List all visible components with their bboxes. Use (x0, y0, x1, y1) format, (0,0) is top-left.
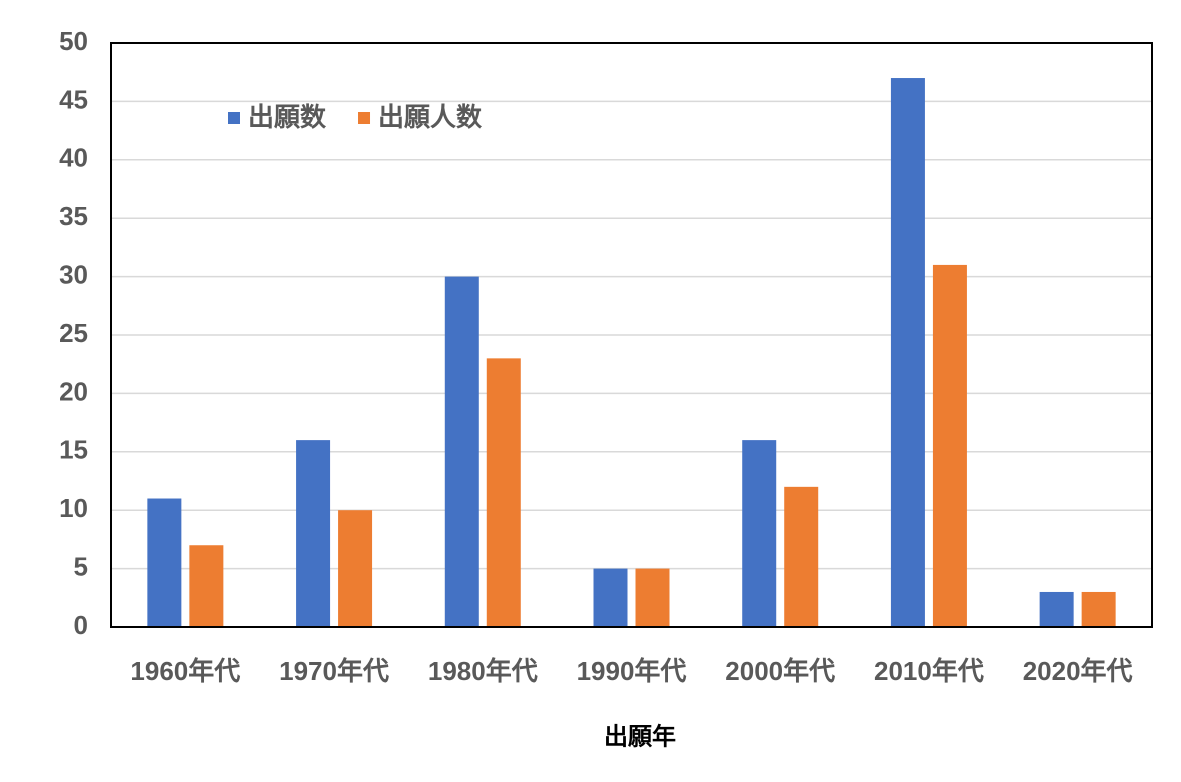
y-tick-label: 40 (59, 143, 88, 173)
y-tick-label: 15 (59, 435, 88, 465)
x-tick-label: 1990年代 (577, 656, 687, 686)
y-tick-label: 25 (59, 318, 88, 348)
x-tick-label: 2010年代 (874, 656, 984, 686)
bar (593, 568, 628, 627)
y-tick-label: 0 (74, 610, 88, 640)
bar (784, 486, 819, 627)
bar (338, 510, 373, 627)
x-tick-label: 1980年代 (428, 656, 538, 686)
bar (932, 264, 967, 627)
x-tick-label: 1960年代 (130, 656, 240, 686)
bar (1081, 591, 1116, 627)
x-tick-label: 1970年代 (279, 656, 389, 686)
y-tick-label: 5 (74, 551, 88, 581)
bar (444, 276, 479, 627)
legend-label: 出願数 (248, 102, 327, 132)
y-tick-label: 50 (59, 26, 88, 56)
plot-frame (110, 42, 1153, 628)
y-tick-label: 10 (59, 493, 88, 523)
y-tick-label: 35 (59, 201, 88, 231)
y-tick-label: 20 (59, 376, 88, 406)
bar (296, 440, 331, 627)
legend-swatch (358, 112, 371, 124)
y-tick-label: 45 (59, 84, 88, 114)
bar (189, 545, 224, 627)
bar (742, 440, 777, 627)
bar (890, 78, 925, 628)
y-tick-label: 30 (59, 259, 88, 289)
bar (1039, 591, 1074, 627)
bar (635, 568, 670, 627)
x-tick-label: 2000年代 (725, 656, 835, 686)
bar (147, 498, 182, 627)
x-tick-label: 2020年代 (1023, 656, 1133, 686)
bar (486, 358, 521, 627)
x-axis-title: 出願年 (604, 722, 676, 750)
legend-swatch (228, 112, 240, 124)
legend-label: 出願人数 (378, 102, 483, 132)
